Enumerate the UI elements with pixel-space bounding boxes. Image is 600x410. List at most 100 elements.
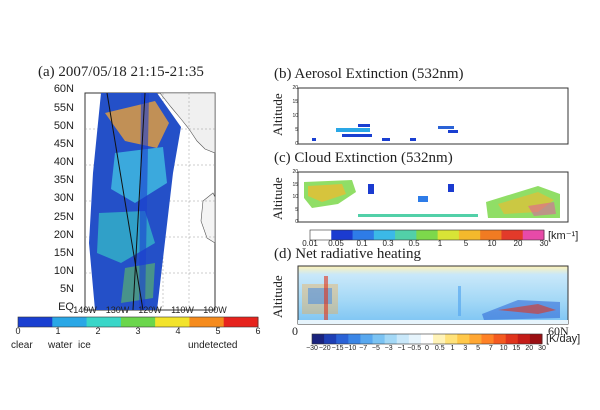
colorbar-d-swatch-3 [348, 334, 361, 344]
colorbar-d-tick-1: −20 [318, 345, 331, 352]
lat-label-1: 55N [53, 101, 74, 114]
lat-label-4: 40N [53, 156, 74, 169]
lat-label-11: 5N [59, 283, 74, 296]
lon-label-2: 120W [138, 305, 162, 315]
panel-a-colorbar-ticks: 0 1 2 3 4 5 6 [15, 326, 261, 338]
colorbar-d-swatch-4 [360, 334, 374, 344]
panel-a-title: (a) 2007/05/18 21:15-21:35 [38, 64, 204, 80]
colorbar-d-tick-11: 1 [450, 345, 455, 352]
colorbar-d-swatch-12 [457, 334, 470, 344]
panel-d-x-start: 0 [292, 324, 298, 338]
colorbar-d-swatch-1 [324, 334, 337, 344]
lat-label-0: 60N [53, 83, 74, 96]
colorbar-d-tick-7: −1 [397, 345, 406, 352]
colorbar-d-tick-13: 5 [476, 345, 481, 352]
panel-d-title: (d) Net radiative heating [274, 246, 422, 262]
colorbar-a-swatch-6 [223, 317, 259, 327]
colorbar-c-tick-9: 30 [539, 239, 549, 248]
lon-label-0: 140W [73, 305, 97, 315]
colorbar-c-swatch-4 [395, 230, 417, 240]
colorbar-a-swatch-5 [189, 317, 225, 327]
colorbar-d-tick-3: −10 [344, 345, 357, 352]
colorbar-a-tick-5: 5 [215, 326, 221, 336]
panel-d-ylabel: Altitude [270, 275, 285, 318]
panel-d-colorbar [311, 333, 543, 345]
panel-d-x-end: 60N [548, 324, 569, 338]
colorbar-d-swatch-0 [312, 334, 325, 344]
colorbar-c-swatch-1 [331, 230, 354, 240]
colorbar-d-swatch-17 [517, 334, 531, 344]
colorbar-d-swatch-6 [384, 334, 398, 344]
colorbar-c-swatch-10 [522, 230, 545, 240]
panel-c-ytick-0: 20 [292, 169, 298, 175]
lat-label-2: 50N [53, 119, 74, 132]
panel-b-plot [297, 87, 569, 145]
colorbar-c-swatch-7 [458, 230, 481, 240]
colorbar-a-tick-3: 3 [135, 326, 141, 336]
colorbar-c-swatch-6 [437, 230, 460, 240]
panel-a-lat-axis: 60N 55N 50N 45N 40N 35N 30N 25N 20N 15N 10N 5N EQ [44, 83, 74, 313]
colorbar-d-tick-2: −15 [331, 345, 344, 352]
colorbar-d-tick-9: 0 [425, 345, 429, 352]
panel-b-ytick-3: 5 [295, 127, 298, 133]
lat-label-5: 35N [53, 174, 74, 187]
colorbar-a-tick-1: 1 [55, 326, 61, 336]
panel-b-ytick-4: 0 [295, 141, 298, 147]
panel-d-plot [297, 265, 569, 325]
colorbar-d-swatch-7 [396, 334, 410, 344]
colorbar-d-tick-18: 30 [538, 345, 546, 352]
panel-c-ytick-3: 5 [295, 206, 298, 213]
colorbar-a-tick-6: 6 [255, 326, 261, 336]
panel-b-yticks: 20 15 10 5 0 [288, 85, 298, 147]
colorbar-a-swatch-3 [120, 317, 156, 327]
panel-c-unit: [km⁻¹] [548, 230, 579, 242]
colorbar-d-tick-0: −30 [306, 345, 318, 352]
panel-b-ytick-1: 15 [292, 99, 298, 105]
colorbar-a-swatch-1 [52, 317, 88, 327]
colorbar-a-border [17, 316, 259, 328]
colorbar-d-swatch-9 [420, 334, 434, 344]
colorbar-d-tick-16: 15 [512, 345, 521, 352]
colorbar-d-tick-14: 7 [488, 345, 493, 352]
lat-label-10: 10N [53, 265, 74, 278]
colorbar-a-swatch-2 [86, 317, 122, 327]
colorbar-c-tick-1: 0.05 [328, 239, 344, 248]
lat-label-6: 30N [53, 192, 74, 205]
panel-c-ytick-2: 10 [292, 194, 298, 200]
panel-c-colorbar-ticks: 0.01 0.05 0.1 0.3 0.5 1 5 10 20 30 [302, 239, 548, 249]
panel-b-title: (b) Aerosol Extinction (532nm) [274, 66, 464, 82]
colorbar-d-swatch-10 [433, 334, 446, 344]
panel-c-plot [297, 171, 569, 223]
colorbar-d-swatch-8 [408, 334, 422, 344]
panel-a-map [84, 92, 216, 311]
lat-label-12: EQ [58, 301, 74, 314]
colorbar-c-tick-3: 0.3 [382, 239, 394, 248]
colorbar-c-tick-8: 20 [513, 239, 523, 248]
panel-c-ytick-4: 0 [295, 219, 298, 225]
panel-c-ylabel: Altitude [270, 177, 285, 220]
colorbar-c-swatch-8 [480, 230, 502, 240]
panel-b-ylabel: Altitude [270, 93, 285, 136]
panel-c-colorbar [309, 229, 545, 241]
colorbar-c-tick-2: 0.1 [356, 239, 368, 248]
colorbar-d-tick-17: 20 [525, 345, 534, 352]
colorbar-d-swatch-2 [336, 334, 349, 344]
panel-c-ytick-1: 15 [292, 181, 298, 188]
colorbar-d-tick-12: 3 [463, 345, 468, 352]
colorbar-d-swatch-15 [493, 334, 507, 344]
colorbar-a-tick-0: 0 [15, 326, 21, 336]
colorbar-d-swatch-5 [372, 334, 386, 344]
colorbar-d-tick-15: 10 [499, 345, 508, 352]
colorbar-d-swatch-11 [445, 334, 458, 344]
colorbar-d-tick-8: −0.5 [407, 345, 422, 352]
panel-a-lon-axis: 140W 130W 120W 110W 100W [73, 305, 227, 319]
colorbar-a-swatch-0 [18, 317, 53, 327]
panel-b-ytick-2: 10 [292, 113, 298, 119]
lat-label-7: 25N [53, 210, 74, 223]
category-water: water [48, 340, 73, 351]
panel-c-title: (c) Cloud Extinction (532nm) [274, 150, 453, 166]
colorbar-d-tick-5: −5 [371, 345, 380, 352]
lon-label-4: 100W [203, 305, 227, 315]
lat-label-9: 15N [53, 246, 74, 259]
category-undetected: undetected [188, 340, 238, 351]
